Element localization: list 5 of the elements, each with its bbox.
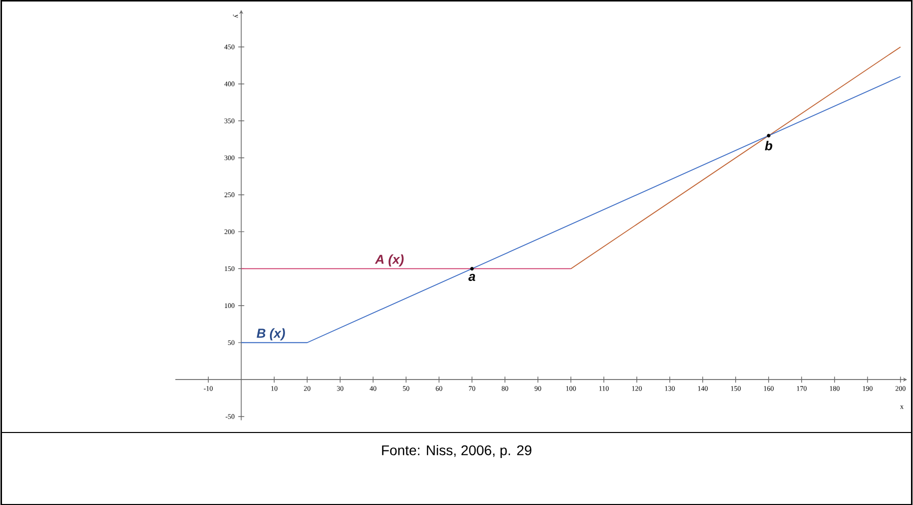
annotation: b [764,140,772,150]
source-note: Fonte: Niss, 2006, p. 29 [382,444,532,458]
series-label: A (x) [374,254,404,266]
series-label: B (x) [256,328,285,340]
annotation: a [468,274,476,281]
